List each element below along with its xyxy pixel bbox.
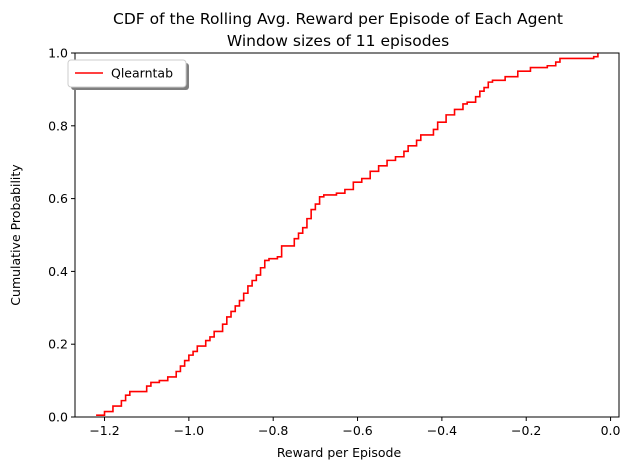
y-axis: 0.0 0.2 0.4 0.6 0.8 1.0: [48, 46, 75, 425]
legend: Qlearntab: [67, 59, 189, 90]
chart-subtitle: Window sizes of 11 episodes: [227, 32, 449, 50]
x-axis: −1.2 −1.0 −0.8 −0.6 −0.4 −0.2 0.0: [89, 417, 621, 438]
series-line-qlearntab: [96, 53, 599, 416]
x-tick-label: −0.8: [258, 423, 288, 438]
y-tick-label: 0.6: [48, 191, 68, 206]
chart-title: CDF of the Rolling Avg. Reward per Episo…: [113, 10, 563, 28]
y-tick-label: 0.2: [48, 337, 68, 352]
x-axis-label: Reward per Episode: [277, 445, 402, 460]
x-tick-label: −0.6: [342, 423, 372, 438]
axes-frame: [74, 52, 620, 418]
x-tick-label: −0.4: [427, 423, 457, 438]
y-tick-label: 0.4: [48, 264, 68, 279]
data-layer: [96, 53, 599, 416]
x-tick-label: 0.0: [601, 423, 621, 438]
y-tick-label: 1.0: [48, 46, 68, 61]
y-tick-label: 0.0: [48, 410, 68, 425]
legend-box: [67, 59, 187, 88]
legend-series-label: Qlearntab: [111, 66, 173, 81]
x-tick-label: −1.2: [89, 423, 119, 438]
x-tick-label: −1.0: [174, 423, 204, 438]
x-tick-label: −0.2: [511, 423, 541, 438]
y-tick-label: 0.8: [48, 118, 68, 133]
plot-area: [74, 52, 620, 418]
y-axis-label: Cumulative Probability: [8, 164, 23, 306]
